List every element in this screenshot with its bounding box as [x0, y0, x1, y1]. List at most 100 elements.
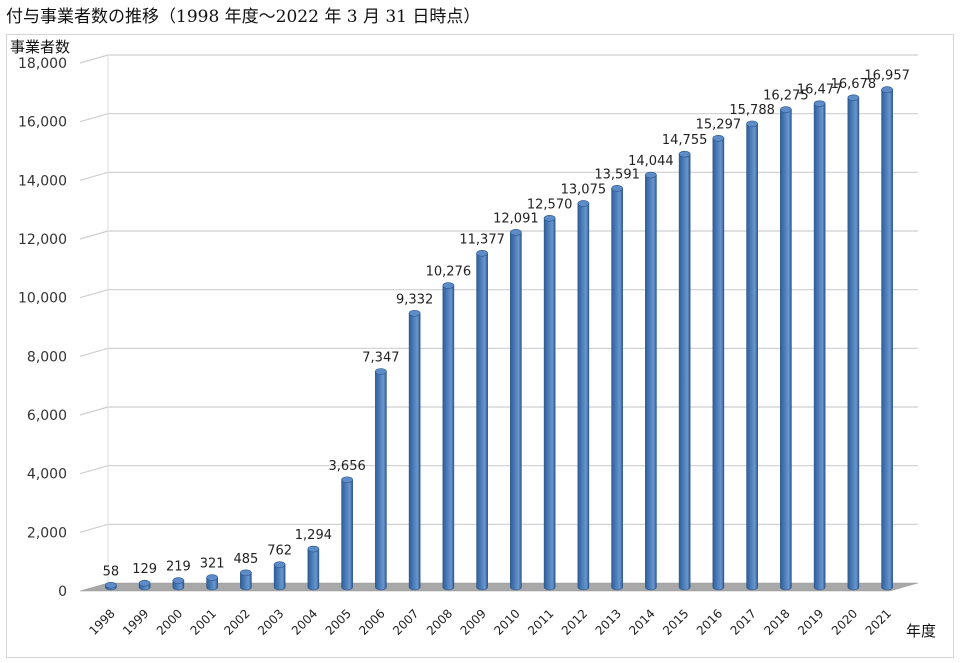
x-tick-label: 2006	[356, 606, 387, 637]
x-tick-label: 2001	[188, 606, 219, 637]
bar-top	[408, 309, 421, 317]
data-label: 9,332	[396, 292, 433, 307]
x-tick-label: 2010	[491, 606, 522, 637]
x-tick-label: 2020	[829, 606, 860, 637]
y-tick-label: 6,000	[27, 408, 67, 424]
gridline	[79, 465, 918, 475]
x-tick-label: 1999	[120, 606, 151, 637]
bar	[375, 371, 387, 591]
bar-top	[645, 171, 657, 179]
y-tick-label: 12,000	[18, 232, 67, 248]
data-label: 16,477	[797, 83, 843, 98]
bar-top	[105, 581, 117, 589]
gridline	[79, 347, 918, 357]
x-tick-label: 2004	[289, 606, 320, 637]
x-tick-label: 1998	[86, 606, 117, 637]
x-tick-label: 2021	[863, 606, 894, 637]
bar-top	[172, 577, 185, 584]
bar-top	[307, 545, 320, 553]
bar-top	[881, 86, 893, 93]
x-axis-label: 年度	[906, 622, 937, 640]
data-label: 12,570	[527, 197, 573, 212]
x-tick-label: 2013	[593, 606, 624, 637]
bar	[577, 203, 590, 591]
bar-top	[138, 579, 151, 587]
data-label: 16,275	[763, 89, 809, 104]
data-label: 10,276	[426, 265, 472, 280]
data-label: 762	[267, 544, 292, 559]
bar-top	[442, 282, 455, 289]
x-tick-label: 2009	[458, 606, 489, 637]
bar	[847, 97, 860, 591]
bar-top	[780, 106, 792, 113]
bar	[678, 153, 691, 591]
gridline	[79, 113, 918, 123]
data-label: 7,347	[362, 350, 399, 365]
bar	[240, 572, 252, 591]
bar-top	[678, 150, 691, 158]
bar	[408, 312, 421, 591]
x-tick-label: 2016	[694, 606, 725, 637]
x-tick-label: 2011	[525, 606, 556, 637]
x-tick-label: 2003	[255, 606, 286, 637]
x-tick-label: 2000	[154, 606, 185, 637]
data-label: 16,957	[864, 69, 910, 84]
chart-floor	[79, 582, 919, 592]
bar	[442, 285, 455, 591]
bar-top	[476, 249, 488, 257]
bar-top	[510, 229, 522, 236]
data-label: 16,678	[831, 77, 877, 92]
bar-top	[240, 569, 252, 577]
data-label: 14,044	[628, 154, 674, 169]
x-tick-label: 2015	[660, 606, 691, 637]
data-label: 321	[200, 557, 225, 572]
bar-top	[813, 100, 826, 107]
bar	[881, 89, 893, 591]
y-tick-label: 14,000	[18, 173, 67, 189]
bars-layer	[105, 86, 893, 591]
bar	[307, 548, 320, 591]
data-label: 58	[103, 564, 120, 579]
bar	[341, 479, 353, 591]
bar	[813, 103, 826, 591]
bar-top	[577, 200, 590, 207]
bar	[746, 123, 758, 591]
x-tick-label: 2017	[728, 606, 759, 637]
x-tick-label: 2012	[559, 606, 590, 637]
bar-top	[611, 185, 623, 192]
chart-title: 付与事業者数の推移（1998 年度～2022 年 3 月 31 日時点）	[6, 7, 481, 27]
y-tick-label: 0	[58, 584, 67, 600]
y-tick-label: 8,000	[27, 349, 67, 365]
data-label: 13,591	[594, 167, 640, 182]
y-tick-label: 2,000	[27, 525, 67, 541]
y-tick-label: 18,000	[18, 56, 67, 72]
data-label: 13,075	[561, 182, 607, 197]
bar	[273, 564, 286, 591]
gridline	[79, 171, 918, 181]
gridline	[79, 406, 918, 416]
data-label: 12,091	[493, 211, 539, 226]
x-tick-label: 2002	[221, 606, 252, 637]
x-tick-label: 2018	[761, 606, 792, 637]
data-label: 15,788	[729, 103, 775, 118]
floor-plane	[79, 582, 919, 592]
data-label: 129	[132, 562, 157, 577]
x-tick-label: 2008	[424, 606, 455, 637]
y-tick-label: 10,000	[18, 291, 67, 307]
data-label: 1,294	[295, 528, 332, 543]
data-label: 15,297	[696, 117, 742, 132]
gridline	[79, 289, 918, 299]
y-tick-label: 16,000	[18, 115, 67, 131]
bar-top	[847, 94, 860, 102]
x-tick-label: 2014	[626, 606, 657, 637]
data-label: 485	[233, 552, 258, 567]
bar	[543, 217, 556, 591]
bar-top	[712, 134, 725, 142]
y-axis-label: 事業者数	[10, 38, 71, 56]
chart-area	[6, 34, 954, 658]
bar	[206, 577, 218, 591]
x-tick-label: 2005	[323, 606, 354, 637]
bar	[510, 232, 522, 591]
bar	[712, 137, 725, 591]
